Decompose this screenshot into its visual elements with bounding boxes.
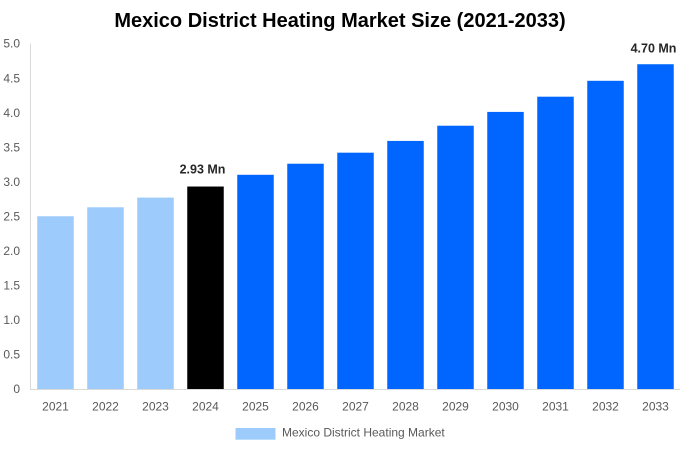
svg-text:2021: 2021 bbox=[42, 399, 69, 413]
svg-text:1.0: 1.0 bbox=[3, 313, 20, 327]
svg-text:Mexico District Heating Market: Mexico District Heating Market bbox=[282, 426, 445, 440]
svg-text:0: 0 bbox=[13, 382, 20, 396]
svg-text:2025: 2025 bbox=[242, 399, 269, 413]
svg-text:3.5: 3.5 bbox=[3, 140, 20, 154]
svg-text:Mexico District Heating Market: Mexico District Heating Market Size (202… bbox=[114, 10, 565, 32]
svg-text:1.5: 1.5 bbox=[3, 279, 20, 293]
svg-text:4.5: 4.5 bbox=[3, 71, 20, 85]
svg-text:2.0: 2.0 bbox=[3, 244, 20, 258]
svg-text:2029: 2029 bbox=[442, 399, 469, 413]
svg-text:2028: 2028 bbox=[392, 399, 419, 413]
svg-text:2026: 2026 bbox=[292, 399, 319, 413]
svg-text:2032: 2032 bbox=[592, 399, 619, 413]
svg-text:2031: 2031 bbox=[542, 399, 569, 413]
svg-text:2.5: 2.5 bbox=[3, 210, 20, 224]
svg-text:2.93 Mn: 2.93 Mn bbox=[180, 163, 226, 177]
svg-text:2024: 2024 bbox=[192, 399, 219, 413]
svg-text:2027: 2027 bbox=[342, 399, 369, 413]
svg-text:4.0: 4.0 bbox=[3, 106, 20, 120]
svg-text:2033: 2033 bbox=[642, 399, 669, 413]
svg-text:5.0: 5.0 bbox=[3, 37, 20, 51]
svg-text:3.0: 3.0 bbox=[3, 175, 20, 189]
svg-text:2022: 2022 bbox=[92, 399, 119, 413]
svg-text:0.5: 0.5 bbox=[3, 348, 20, 362]
svg-text:4.70 Mn: 4.70 Mn bbox=[631, 42, 677, 56]
svg-text:2030: 2030 bbox=[492, 399, 519, 413]
svg-text:2023: 2023 bbox=[142, 399, 169, 413]
